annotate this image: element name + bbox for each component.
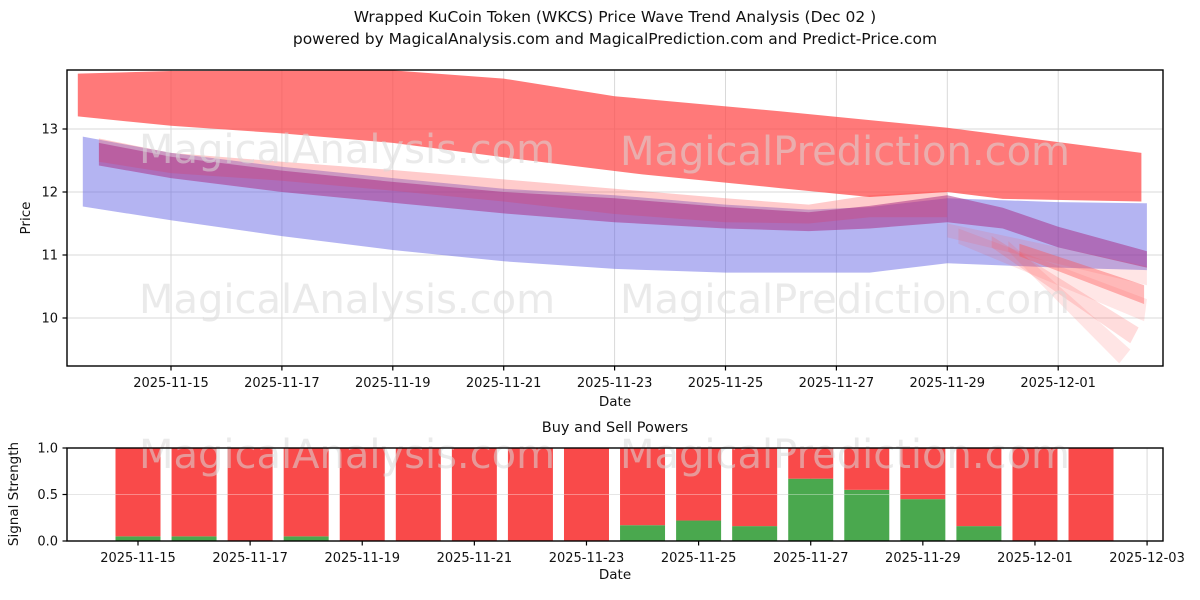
x-tick-label: 2025-11-19 <box>324 551 400 566</box>
x-tick-label: 2025-11-27 <box>773 551 849 566</box>
sell-bar-segment <box>395 448 441 541</box>
x-tick-label: 2025-11-21 <box>437 551 513 566</box>
y-tick-label: 0.5 <box>37 488 58 503</box>
bar-2025-12-01 <box>1012 448 1058 541</box>
bottom-date-axis-label: Date <box>598 567 632 583</box>
bar-2025-11-16 <box>171 448 217 541</box>
buy-bar-segment <box>788 478 834 541</box>
price-wave-chart: MagicalAnalysis.com MagicalPrediction.com… <box>41 69 1164 391</box>
sell-bar-segment <box>171 448 217 537</box>
buy-bar-segment <box>844 489 890 541</box>
sell-bar-segment <box>1068 448 1114 541</box>
x-tick-label: 2025-12-01 <box>1020 376 1096 391</box>
bar-2025-11-18 <box>283 448 329 541</box>
pink-mid-band <box>98 138 948 224</box>
streak-1 <box>947 223 1147 286</box>
y-tick-label: 0.0 <box>37 535 58 550</box>
bar-2025-12-02 <box>1068 448 1114 541</box>
x-tick-label: 2025-11-29 <box>885 551 961 566</box>
bar-2025-11-23 <box>563 448 609 541</box>
purple-overlap-band <box>98 142 1147 268</box>
sell-bar-segment <box>563 448 609 541</box>
buy-bar-segment <box>732 526 778 541</box>
watermark-text: MagicalPrediction.com <box>620 432 1070 478</box>
streak-2 <box>958 228 1147 322</box>
x-tick-label: 2025-11-17 <box>212 551 288 566</box>
sell-bar-segment <box>620 448 666 526</box>
sell-bar-segment <box>115 448 161 537</box>
x-tick-label: 2025-11-29 <box>910 376 986 391</box>
buy-sell-powers-chart: MagicalAnalysis.com MagicalPrediction.com… <box>37 432 1185 566</box>
bar-2025-11-25 <box>676 448 722 541</box>
watermark-text: MagicalAnalysis.com <box>139 127 555 173</box>
bar-2025-11-24 <box>620 448 666 541</box>
bar-2025-11-29 <box>900 448 946 541</box>
sell-bar-segment <box>844 448 890 490</box>
signal-strength-axis-label: Signal Strength <box>6 441 22 547</box>
x-tick-label: 2025-11-23 <box>577 376 653 391</box>
x-tick-label: 2025-12-01 <box>997 551 1073 566</box>
bar-2025-11-17 <box>227 448 273 541</box>
bar-2025-11-22 <box>507 448 553 541</box>
buy-bar-segment <box>620 525 666 541</box>
bar-2025-11-19 <box>339 448 385 541</box>
x-tick-label: 2025-11-15 <box>100 551 176 566</box>
title-line-2: powered by MagicalAnalysis.com and Magic… <box>292 30 938 48</box>
bar-2025-11-15 <box>115 448 161 541</box>
top-date-axis-label: Date <box>598 394 632 410</box>
bar-2025-11-28 <box>844 448 890 541</box>
bar-2025-11-30 <box>956 448 1002 541</box>
bar-2025-11-26 <box>732 448 778 541</box>
bar-2025-11-21 <box>451 448 497 541</box>
title-line-1: Wrapped KuCoin Token (WKCS) Price Wave T… <box>353 8 877 26</box>
sell-bar-segment <box>227 448 273 541</box>
y-tick-label: 13 <box>41 123 58 138</box>
streak-4 <box>1008 241 1131 364</box>
streak-5 <box>1019 243 1145 305</box>
bar-2025-11-27 <box>788 448 834 541</box>
red-resistance-band <box>77 70 1142 202</box>
sell-bar-segment <box>676 448 722 521</box>
sell-bar-segment <box>283 448 329 537</box>
x-tick-label: 2025-11-19 <box>355 376 431 391</box>
watermark-text: MagicalPrediction.com <box>620 129 1070 175</box>
x-tick-label: 2025-11-15 <box>133 376 209 391</box>
sell-bar-segment <box>451 448 497 541</box>
x-tick-label: 2025-11-17 <box>244 376 320 391</box>
buy-bar-segment <box>115 536 161 541</box>
buy-bar-segment <box>900 499 946 541</box>
x-tick-label: 2025-11-25 <box>688 376 764 391</box>
streak-3 <box>991 236 1139 344</box>
figure-title: Wrapped KuCoin Token (WKCS) Price Wave T… <box>30 6 1200 50</box>
x-tick-label: 2025-12-03 <box>1109 551 1185 566</box>
buy-bar-segment <box>676 520 722 541</box>
price-axis-label: Price <box>18 201 34 235</box>
sell-bar-segment <box>900 448 946 500</box>
x-tick-label: 2025-11-25 <box>661 551 737 566</box>
sell-bar-segment <box>956 448 1002 527</box>
watermark-text: MagicalAnalysis.com <box>139 432 555 478</box>
buy-bar-segment <box>283 536 329 541</box>
watermark-text: MagicalAnalysis.com <box>139 277 555 323</box>
sell-bar-segment <box>1012 448 1058 541</box>
y-tick-label: 12 <box>41 186 58 201</box>
y-tick-label: 10 <box>41 312 58 327</box>
sell-bar-segment <box>339 448 385 541</box>
sell-bar-segment <box>788 448 834 479</box>
sell-bar-segment <box>507 448 553 541</box>
watermark-text: MagicalPrediction.com <box>620 277 1070 323</box>
y-tick-label: 11 <box>41 249 58 264</box>
buy-bar-segment <box>956 526 1002 541</box>
wave-bands-layer <box>77 70 1147 364</box>
bar-2025-11-20 <box>395 448 441 541</box>
buy-sell-powers-title: Buy and Sell Powers <box>541 420 689 436</box>
sell-bar-segment <box>732 448 778 527</box>
y-tick-label: 1.0 <box>37 442 58 457</box>
x-tick-label: 2025-11-23 <box>549 551 625 566</box>
x-tick-label: 2025-11-21 <box>466 376 542 391</box>
buy-bar-segment <box>171 536 217 541</box>
x-tick-label: 2025-11-27 <box>799 376 875 391</box>
